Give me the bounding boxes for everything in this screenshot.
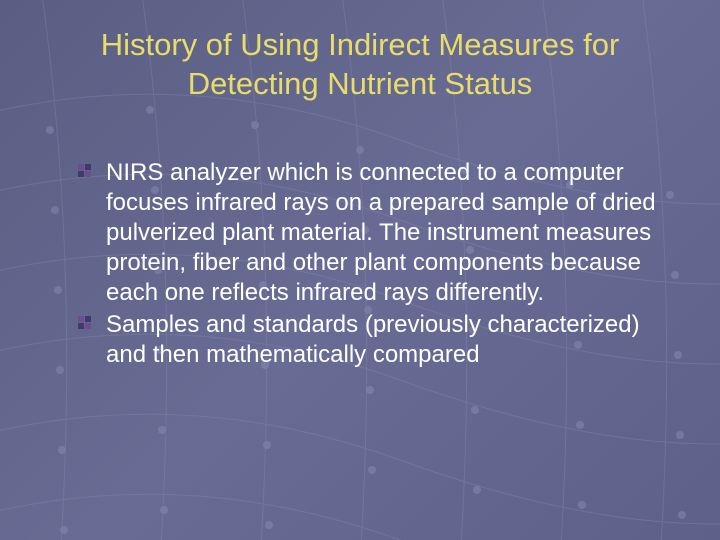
slide-body: NIRS analyzer which is connected to a co… (78, 158, 680, 372)
slide-title: History of Using Indirect Measures for D… (0, 26, 720, 104)
bullet-item: Samples and standards (previously charac… (78, 310, 680, 370)
bullet-icon (78, 316, 92, 330)
bullet-item: NIRS analyzer which is connected to a co… (78, 158, 680, 308)
bullet-text: Samples and standards (previously charac… (106, 311, 640, 368)
slide: History of Using Indirect Measures for D… (0, 0, 720, 540)
bullet-icon (78, 164, 92, 178)
bullet-text: NIRS analyzer which is connected to a co… (106, 159, 656, 306)
